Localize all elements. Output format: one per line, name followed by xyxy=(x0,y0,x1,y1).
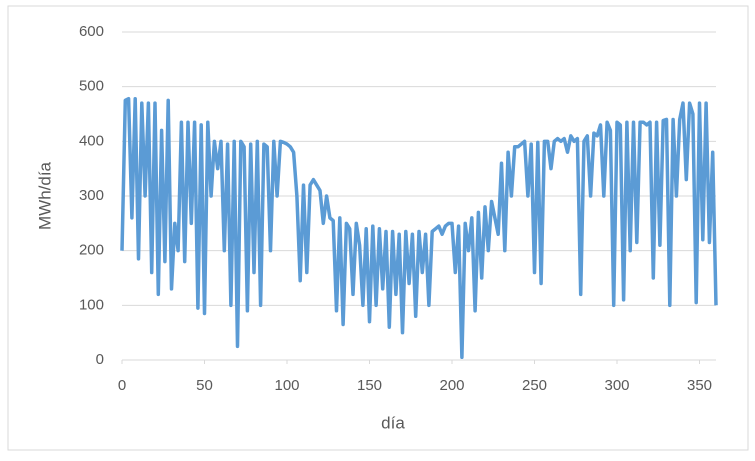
x-tick-label: 350 xyxy=(687,377,712,394)
x-tick-label: 250 xyxy=(522,377,547,394)
x-tick-label: 50 xyxy=(196,377,213,394)
y-tick-label: 600 xyxy=(79,23,104,40)
y-tick-label: 400 xyxy=(79,132,104,149)
x-tick-label: 150 xyxy=(357,377,382,394)
x-axis-label: día xyxy=(381,413,405,432)
x-tick-label: 0 xyxy=(118,377,126,394)
y-tick-label: 100 xyxy=(79,296,104,313)
x-tick-label: 200 xyxy=(439,377,464,394)
x-tick-label: 100 xyxy=(274,377,299,394)
x-tick-label: 300 xyxy=(604,377,629,394)
y-tick-label: 0 xyxy=(96,351,104,368)
y-tick-label: 300 xyxy=(79,187,104,204)
data-line xyxy=(120,96,718,360)
y-tick-label: 200 xyxy=(79,242,104,259)
y-axis-label: MWh/día xyxy=(35,161,54,230)
y-tick-label: 500 xyxy=(79,78,104,95)
